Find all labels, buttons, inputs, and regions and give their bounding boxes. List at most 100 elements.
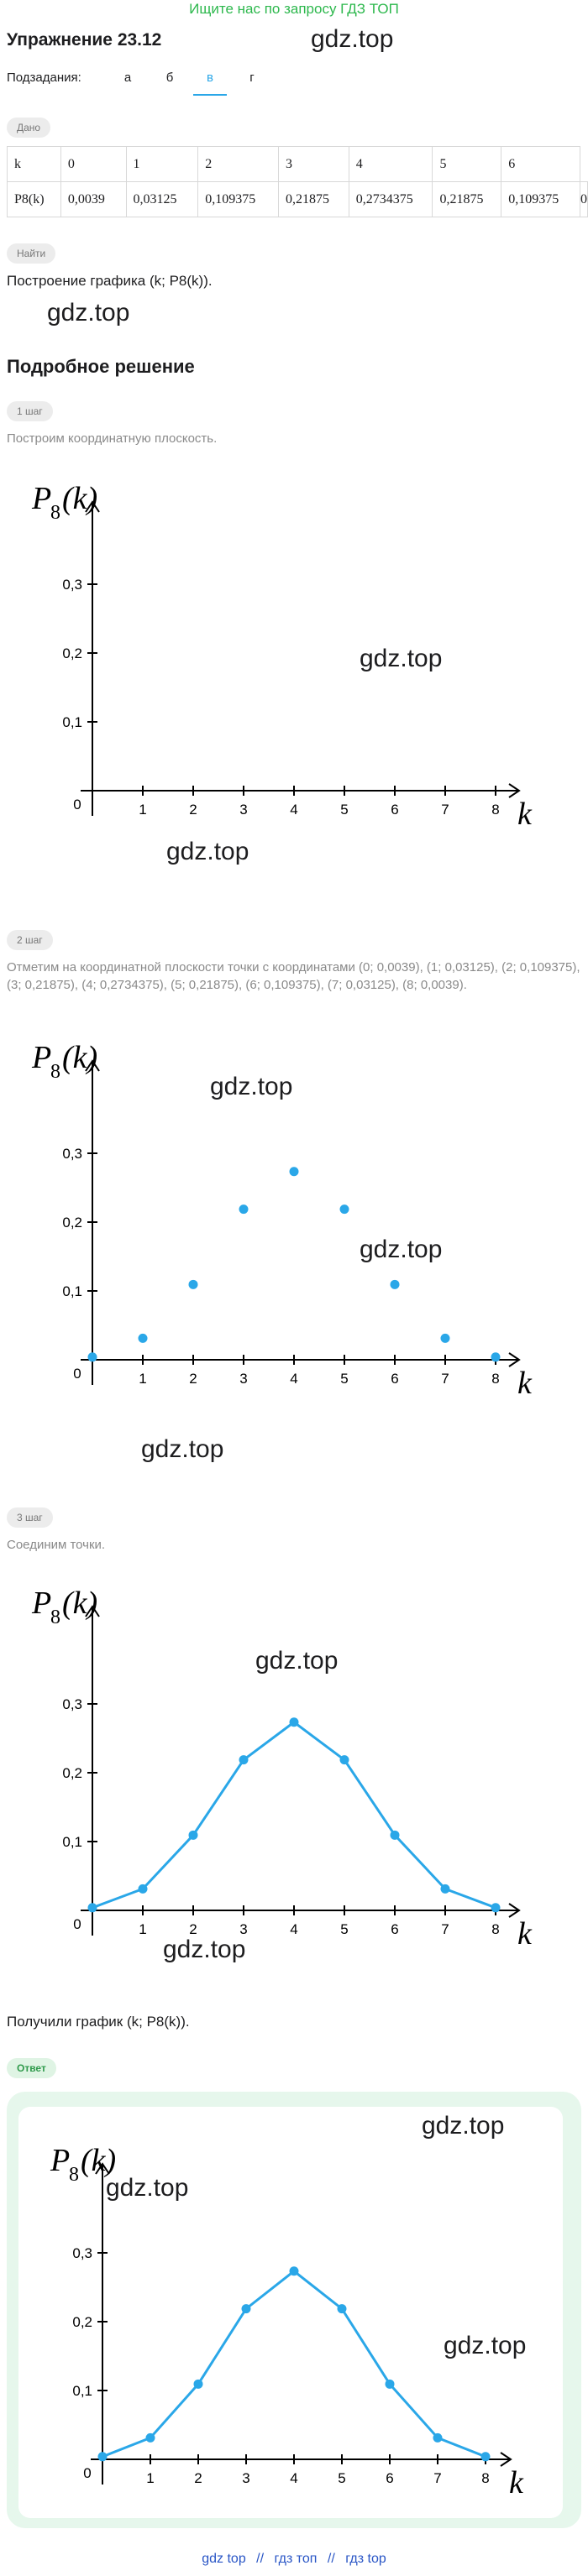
data-point [145, 2432, 155, 2443]
data-point [337, 2304, 347, 2314]
y-axis-label-argument: (k) [62, 1040, 97, 1075]
x-tick-label: 2 [189, 1921, 197, 1937]
table-cell: 0,109375 [501, 181, 580, 217]
data-point [390, 1279, 400, 1289]
given-pill: Дано [7, 118, 51, 138]
data-point [138, 1333, 148, 1343]
y-tick-label: 0,1 [72, 2383, 92, 2399]
data-point [491, 1903, 501, 1913]
data-point [289, 1717, 299, 1727]
x-tick-label: 7 [441, 1371, 449, 1387]
y-axis-label: P [31, 1040, 51, 1075]
table-cell-cut: 0 [579, 181, 588, 217]
data-point [289, 1167, 299, 1177]
watermark: gdz.top [141, 1435, 224, 1463]
x-tick-label: 3 [239, 802, 247, 818]
y-axis-label-subscript: 8 [50, 502, 60, 524]
find-pill: Найти [7, 243, 56, 264]
tab-b[interactable]: б [165, 71, 174, 85]
data-point [241, 2304, 251, 2314]
step-2-pill: 2 шаг [7, 930, 53, 950]
x-tick-label: 6 [391, 802, 398, 818]
tab-g[interactable]: г [249, 71, 255, 85]
search-banner[interactable]: Ищите нас по запросу ГДЗ ТОП [189, 1, 399, 17]
y-axis-label-subscript: 8 [50, 1607, 60, 1628]
x-tick-label: 8 [491, 1921, 499, 1937]
x-tick-label: 3 [239, 1921, 247, 1937]
y-axis-label-subscript: 8 [69, 2164, 79, 2186]
footer-links: gdz top // гдз топ // гдз top [0, 2552, 588, 2567]
x-tick-label: 6 [386, 2470, 393, 2486]
y-tick-label: 0,1 [62, 1283, 82, 1299]
table-cell: 0,21875 [432, 181, 502, 217]
table-cell: k [7, 146, 61, 182]
data-point [239, 1755, 249, 1765]
step-3-pill: 3 шаг [7, 1507, 53, 1528]
data-point [87, 1352, 97, 1362]
table-cell: P8(k) [7, 181, 61, 217]
subtasks-bar: Подзадания: а б в г [7, 71, 581, 97]
data-point [188, 1279, 198, 1289]
series-line [92, 1720, 496, 1910]
x-tick-label: 7 [441, 802, 449, 818]
x-tick-label: 3 [239, 1371, 247, 1387]
x-tick-label: 4 [290, 2470, 297, 2486]
table-cell: 5 [432, 146, 502, 182]
y-axis-arrow [95, 2162, 110, 2175]
data-point [193, 2379, 203, 2389]
y-axis-label: P [50, 2143, 70, 2178]
data-point [339, 1755, 349, 1765]
watermark: gdz.top [360, 1236, 443, 1263]
table-cell: 0,2734375 [348, 181, 433, 217]
x-tick-label: 7 [433, 2470, 441, 2486]
step-2-text: Отметим на координатной плоскости точки … [7, 960, 580, 992]
tab-a[interactable]: а [123, 71, 132, 85]
table-cell: 0,03125 [125, 181, 199, 217]
x-axis-label: k [517, 1366, 533, 1401]
x-tick-label: 5 [338, 2470, 345, 2486]
solution-heading: Подробное решение [7, 356, 195, 377]
y-axis-label: P [31, 481, 51, 516]
data-point [239, 1204, 249, 1215]
footer-separator: // [256, 2552, 265, 2566]
x-tick-label: 6 [391, 1371, 398, 1387]
answer-card [18, 2107, 563, 2518]
x-tick-label: 0 [73, 797, 81, 813]
y-tick-label: 0,1 [62, 1834, 82, 1850]
step-1-pill: 1 шаг [7, 401, 53, 421]
footer-link[interactable]: гдз топ [274, 2552, 318, 2566]
footer-link[interactable]: гдз top [345, 2552, 386, 2566]
y-axis-arrow [85, 1059, 100, 1072]
step-1-text: Построим координатную плоскость. [7, 431, 218, 446]
watermark: gdz.top [444, 2332, 527, 2359]
x-axis-arrow [508, 783, 521, 798]
x-tick-label: 4 [290, 1371, 297, 1387]
data-point [440, 1333, 450, 1343]
footer-link[interactable]: gdz top [202, 2552, 246, 2566]
table-cell: 3 [277, 146, 349, 182]
watermark: gdz.top [106, 2174, 189, 2202]
x-tick-label: 5 [340, 802, 348, 818]
y-axis-label-argument: (k) [62, 1586, 97, 1621]
table-cell: 0 [60, 146, 127, 182]
data-point [87, 1903, 97, 1913]
x-axis-arrow [508, 1352, 521, 1367]
data-point [339, 1204, 349, 1215]
table-cell: 0,109375 [197, 181, 279, 217]
y-axis-label: P [31, 1586, 51, 1621]
watermark: gdz.top [422, 2112, 505, 2140]
tab-v[interactable]: в [193, 71, 227, 96]
y-tick-label: 0,2 [72, 2314, 92, 2330]
x-tick-label: 2 [189, 1371, 197, 1387]
watermark: gdz.top [360, 645, 443, 672]
y-axis-label-argument: (k) [62, 481, 97, 516]
x-tick-label: 6 [391, 1921, 398, 1937]
data-point [385, 2379, 395, 2389]
table-cell: 6 [501, 146, 580, 182]
x-tick-label: 1 [139, 802, 146, 818]
x-axis-label: k [517, 797, 533, 832]
y-tick-label: 0,1 [62, 714, 82, 730]
y-axis-arrow [85, 500, 100, 513]
